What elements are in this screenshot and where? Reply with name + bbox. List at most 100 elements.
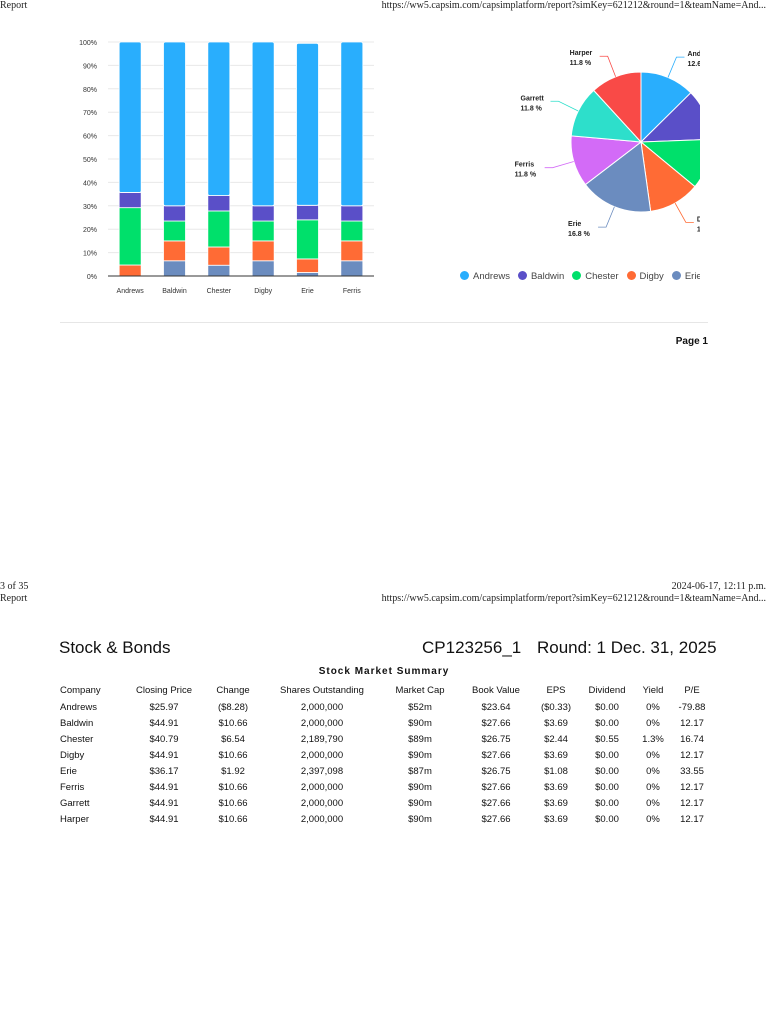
table-cell: $0.00	[595, 701, 619, 713]
legend-item-baldwin: Baldwin	[517, 271, 564, 282]
legend-item-chester: Chester	[572, 271, 619, 282]
legend-item-andrews: Andrews	[460, 271, 510, 282]
legend-dot-icon	[626, 271, 636, 280]
table-row: Garrett $44.91 $10.66 2,000,000 $90m $27.66 $3…	[56, 795, 718, 811]
table-cell: $3.69	[544, 749, 568, 761]
bar-segment-baldwin	[163, 205, 186, 222]
table-cell: $27.66	[481, 781, 511, 793]
legend-dot-icon	[671, 271, 681, 280]
y-tick-label: 20%	[83, 227, 97, 234]
bar-segment-baldwin	[163, 240, 186, 262]
pie-leader-line	[674, 202, 694, 223]
table-cell: $26.75	[481, 733, 511, 745]
y-tick-label: 100%	[79, 40, 97, 47]
column-header: Closing Price	[136, 685, 192, 696]
pie-label-name: Harper	[570, 50, 593, 57]
legend-item-erie: Erie	[671, 271, 700, 282]
table-cell: 2,397,098	[300, 765, 344, 777]
table-cell: $2.44	[544, 733, 568, 745]
table-cell: $23.64	[481, 701, 511, 713]
column-header: Change	[216, 685, 250, 696]
table-cell: $44.91	[149, 749, 179, 761]
table-cell: $10.66	[218, 717, 248, 729]
round-date: Round: 1 Dec. 31, 2025	[537, 638, 717, 657]
column-header: Shares Outstanding	[280, 685, 364, 696]
table-cell: $36.17	[149, 765, 179, 777]
stacked-bar-chart: 0% 10% 20% 30% 40% 50% 60% 70% 80% 90% 100% Andrews…	[79, 40, 374, 295]
pie-leader-line	[550, 100, 579, 112]
bar-segment-baldwin	[163, 220, 186, 242]
bar-segment-erie	[296, 258, 319, 273]
bar-segment-ferris	[340, 240, 364, 262]
table-header-row: Company Closing Price Change Shares Outstan…	[56, 682, 718, 699]
table-cell: Ferris	[60, 781, 85, 793]
table-cell: 33.55	[680, 765, 704, 777]
y-tick-label: 10%	[83, 251, 97, 258]
table-cell: $52m	[408, 701, 432, 713]
pie-leader-line	[667, 56, 685, 78]
bar-segment-erie	[296, 204, 319, 221]
table-cell: $27.66	[481, 797, 511, 809]
table-cell: $10.66	[218, 797, 248, 809]
bar-segment-ferris	[340, 205, 364, 222]
bar-segment-digby	[251, 205, 275, 222]
table-cell: 12.17	[680, 813, 704, 825]
pie-leader-line	[544, 161, 574, 169]
column-header: Market Cap	[395, 685, 445, 696]
table-title: Stock Market Summary	[318, 666, 450, 677]
table-cell: 2,000,000	[300, 797, 344, 809]
x-tick-label: Andrews	[117, 288, 145, 295]
table-row: Ferris $44.91 $10.66 2,000,000 $90m $27.66 $3.…	[56, 779, 718, 795]
bar-segment-digby	[251, 220, 275, 242]
table-cell: 2,000,000	[300, 701, 344, 713]
table-cell: $44.91	[149, 813, 179, 825]
table-cell: 16.74	[680, 733, 704, 745]
x-tick-label: Ferris	[343, 288, 361, 295]
print-footer-timestamp: 2024-06-17, 12:11 p.m.	[671, 581, 766, 592]
pie-leader-line	[599, 55, 617, 77]
table-cell: $1.08	[544, 765, 568, 777]
table-cell: $3.69	[544, 717, 568, 729]
pie-label-value: 11.8 %	[570, 60, 592, 67]
table-cell: $0.00	[595, 749, 619, 761]
y-tick-label: 70%	[83, 110, 97, 117]
table-cell: 2,000,000	[300, 813, 344, 825]
pie-label-name: Erie	[568, 221, 581, 228]
table-cell: 1.3%	[642, 733, 664, 745]
page-number: Page 1	[675, 336, 708, 347]
bar-segment-chester	[207, 41, 231, 196]
table-cell: 2,000,000	[300, 781, 344, 793]
table-row: Andrews $25.97 ($8.28) 2,000,000 $52m $23.64 (…	[56, 699, 718, 715]
x-tick-label: Erie	[301, 288, 314, 295]
table-cell: 0%	[646, 701, 660, 713]
bar-segment-baldwin	[163, 41, 186, 207]
table-cell: 2,000,000	[300, 749, 344, 761]
legend-dot-icon	[517, 271, 527, 280]
legend-item-digby: Digby	[626, 271, 664, 282]
pie-label-name: Andrews	[687, 51, 700, 58]
table-cell: $44.91	[149, 717, 179, 729]
table-cell: $10.66	[218, 749, 248, 761]
table-cell: 0%	[646, 797, 660, 809]
table-cell: 0%	[646, 813, 660, 825]
table-cell: $10.66	[218, 781, 248, 793]
table-cell: Garrett	[60, 797, 90, 809]
table-cell: $27.66	[481, 749, 511, 761]
stock-market-summary-table: Company Closing Price Change Shares Outstan…	[56, 682, 718, 827]
pie-label-value: 12.6 %	[687, 61, 700, 68]
y-tick-label: 90%	[83, 63, 97, 70]
bar-segment-digby	[251, 240, 275, 262]
legend-label: Andrews	[473, 271, 510, 282]
table-cell: $40.79	[149, 733, 179, 745]
bar-segment-erie	[296, 219, 319, 260]
print-header-url: https://ww5.capsim.com/capsimplatform/re…	[381, 593, 766, 604]
table-cell: $90m	[408, 749, 432, 761]
pie-chart-container: Andrews12.6 %Baldwin11.8 %Chester11.6 %D…	[460, 30, 700, 290]
pie-label-name: Ferris	[515, 162, 535, 169]
print-header-url: https://ww5.capsim.com/capsimplatform/re…	[381, 0, 766, 11]
table-cell: 12.17	[680, 717, 704, 729]
table-cell: Andrews	[60, 701, 97, 713]
y-tick-label: 60%	[83, 134, 97, 141]
column-header: Company	[60, 685, 101, 696]
legend-label: Digby	[639, 271, 664, 282]
